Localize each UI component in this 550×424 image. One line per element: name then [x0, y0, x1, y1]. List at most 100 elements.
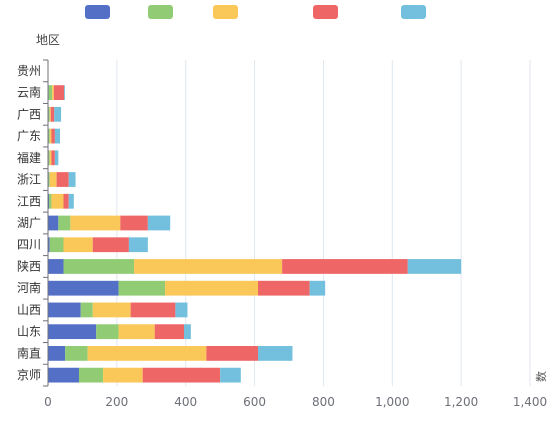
y-tick-label: 京师 [17, 368, 41, 382]
bar-segment[interactable] [48, 367, 79, 383]
bars [48, 85, 462, 383]
x-tick-label: 0 [44, 395, 52, 409]
bar-segment[interactable] [48, 193, 50, 209]
bar-segment[interactable] [68, 193, 74, 209]
bar-segment[interactable] [70, 215, 121, 231]
x-tick-label: 600 [243, 395, 266, 409]
y-tick-label: 江西 [17, 194, 41, 208]
x-tick-label: 800 [312, 395, 335, 409]
bar-segment[interactable] [48, 150, 50, 166]
bar-segment[interactable] [183, 324, 191, 340]
bar-segment[interactable] [78, 367, 104, 383]
bar-segment[interactable] [63, 237, 93, 253]
y-tick-label: 福建 [17, 150, 41, 165]
bar-segment[interactable] [49, 150, 52, 166]
bar-segment[interactable] [58, 215, 71, 231]
bar-segment[interactable] [407, 259, 462, 274]
y-tick-label: 山东 [17, 325, 41, 339]
bar-segment[interactable] [147, 215, 171, 231]
y-tick-label: 广西 [17, 107, 41, 121]
bar-segment[interactable] [49, 172, 57, 187]
bar-segment[interactable] [56, 172, 69, 187]
bar-segment[interactable] [54, 106, 62, 122]
bar-segment[interactable] [87, 346, 207, 361]
bar-segment[interactable] [54, 128, 61, 144]
y-tick-label: 河南 [17, 280, 41, 295]
bar-segment[interactable] [120, 215, 148, 231]
bar-segment[interactable] [118, 324, 155, 340]
bar-segment[interactable] [49, 193, 52, 209]
bar-segment[interactable] [80, 302, 93, 318]
x-tick-label: 400 [174, 395, 197, 409]
bar-segment[interactable] [48, 346, 66, 361]
bar-segment[interactable] [63, 259, 135, 274]
bar-segment[interactable] [48, 128, 50, 144]
bar-segment[interactable] [65, 346, 88, 361]
bar-segment[interactable] [63, 193, 69, 209]
y-tick-label: 贵州 [17, 64, 41, 78]
bar-segment[interactable] [48, 302, 81, 318]
y-axis-title: 地区 [36, 33, 60, 47]
bar-segment[interactable] [118, 280, 166, 296]
bar-segment[interactable] [54, 150, 59, 166]
bar-segment[interactable] [48, 85, 53, 100]
bar-segment[interactable] [206, 346, 259, 361]
bar-segment[interactable] [165, 280, 259, 296]
bar-segment[interactable] [130, 302, 176, 318]
bar-segment[interactable] [258, 280, 310, 296]
grid [116, 60, 531, 386]
y-tick-label: 广东 [17, 129, 41, 143]
bar-segment[interactable] [134, 259, 283, 274]
x-tick-label: 1,400 [513, 395, 547, 409]
bar-segment[interactable] [258, 346, 293, 361]
bar-segment[interactable] [128, 237, 148, 253]
bar-segment[interactable] [142, 367, 221, 383]
bar-segment[interactable] [92, 237, 129, 253]
y-tick-label: 陕西 [17, 258, 41, 273]
axes: 0 200 400 600 800 1,000 1,200 1,400 京师 南直 山东 山西 河南 陕西… [17, 59, 547, 409]
legend-swatch[interactable] [148, 5, 173, 19]
bar-segment[interactable] [220, 367, 241, 383]
bar-segment[interactable] [53, 85, 65, 100]
y-tick-label: 四川 [17, 238, 41, 252]
bar-segment[interactable] [175, 302, 188, 318]
bar-segment[interactable] [48, 280, 119, 296]
legend-swatch[interactable] [213, 5, 238, 19]
bar-segment[interactable] [49, 106, 51, 122]
bar-segment[interactable] [48, 106, 50, 122]
bar-segment[interactable] [51, 150, 55, 166]
x-axis-partial-label: 数 [535, 371, 548, 382]
legend-swatch[interactable] [85, 5, 110, 19]
bar-segment[interactable] [96, 324, 119, 340]
bar-segment[interactable] [52, 85, 54, 100]
x-tick-label: 1,000 [375, 395, 409, 409]
y-tick-label: 湖广 [17, 215, 41, 230]
legend-swatch[interactable] [313, 5, 338, 19]
bar-segment[interactable] [64, 85, 65, 100]
y-tick-label: 云南 [17, 85, 41, 100]
bar-segment[interactable] [48, 172, 50, 187]
bar-segment[interactable] [49, 128, 52, 144]
legend[interactable] [85, 5, 426, 19]
bar-segment[interactable] [48, 324, 97, 340]
bar-segment[interactable] [103, 367, 143, 383]
bar-segment[interactable] [154, 324, 184, 340]
bar-segment[interactable] [48, 259, 64, 274]
legend-swatch[interactable] [401, 5, 426, 19]
bar-segment[interactable] [309, 280, 326, 296]
x-tick-label: 1,200 [444, 395, 478, 409]
bar-segment[interactable] [48, 215, 59, 231]
bar-segment[interactable] [282, 259, 408, 274]
x-tick-label: 200 [105, 395, 128, 409]
bar-segment[interactable] [92, 302, 131, 318]
bar-segment[interactable] [50, 106, 55, 122]
y-tick-label: 南直 [17, 345, 41, 360]
bar-segment[interactable] [51, 193, 64, 209]
y-tick-label: 浙江 [17, 173, 41, 187]
bar-segment[interactable] [49, 237, 64, 253]
bar-segment[interactable] [68, 172, 76, 187]
bar-segment[interactable] [51, 128, 55, 144]
bar-segment[interactable] [48, 237, 50, 253]
